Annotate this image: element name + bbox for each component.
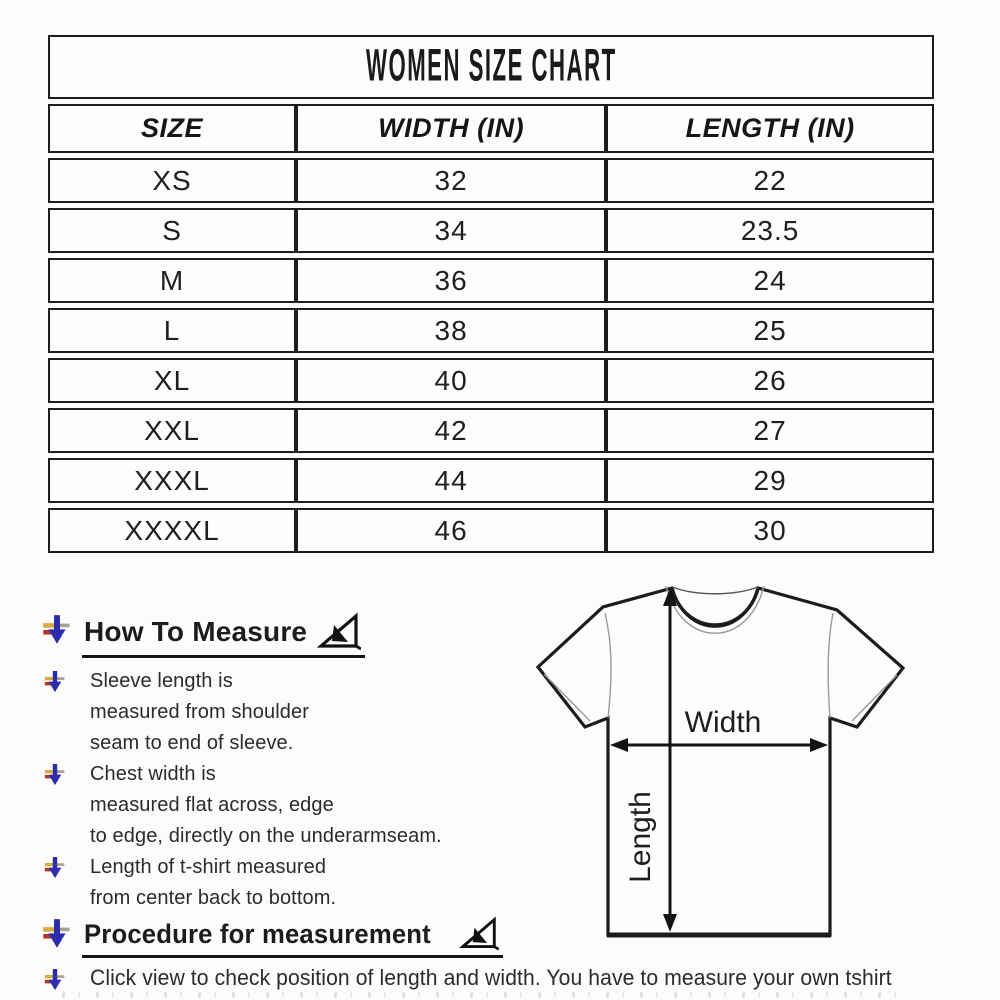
hint-text: seam to end of sleeve. xyxy=(90,732,294,754)
size-cell: S xyxy=(48,208,297,253)
column-header-length: LENGTH (IN) xyxy=(606,104,934,153)
hint-text: Length of t-shirt measured xyxy=(90,856,327,878)
table-row: XS 32 22 xyxy=(48,158,934,203)
list-item: Length of t-shirt measured from center b… xyxy=(42,852,542,914)
table-header-row: SIZE WIDTH (IN) LENGTH (IN) xyxy=(48,104,934,153)
right-armhole-seam xyxy=(827,612,834,719)
right-cuff-seam xyxy=(851,674,898,722)
down-arrow-bullet-icon xyxy=(44,857,65,879)
left-cuff-seam xyxy=(543,673,591,722)
table-row: XXXXL 46 30 xyxy=(48,508,934,553)
width-cell: 40 xyxy=(296,358,607,403)
size-cell: XS xyxy=(48,158,297,203)
hint-text: measured flat across, edge xyxy=(90,794,334,816)
width-cell: 44 xyxy=(296,458,607,503)
length-cell: 22 xyxy=(606,158,934,203)
size-cell: XL xyxy=(48,358,297,403)
table-row: L 38 25 xyxy=(48,308,934,353)
procedure-section: Procedure for measurement Click view to … xyxy=(42,916,992,992)
down-arrow-bullet-icon xyxy=(44,764,65,786)
column-header-size: SIZE xyxy=(48,104,297,153)
hint-text: Click view to check position of length a… xyxy=(90,965,892,990)
size-cell: L xyxy=(48,308,297,353)
width-cell: 34 xyxy=(296,208,607,253)
cutoff-text-remnant xyxy=(62,992,902,998)
list-item: Sleeve length is measured from shoulder … xyxy=(42,666,542,759)
width-cell: 46 xyxy=(296,508,607,553)
down-arrow-bullet-icon xyxy=(44,969,65,991)
size-cell: XXXL xyxy=(48,458,297,503)
length-label: Length xyxy=(624,791,657,883)
procedure-heading-underline: Procedure for measurement xyxy=(82,916,504,958)
triangle-cursor-icon xyxy=(459,916,500,951)
size-cell: XXXXL xyxy=(48,508,297,553)
width-label: Width xyxy=(685,706,762,739)
length-cell: 26 xyxy=(606,358,934,403)
hint-text: to edge, directly on the underarmseam. xyxy=(90,825,442,847)
list-item: Chest width is measured flat across, edg… xyxy=(42,759,542,852)
how-to-measure-heading-row: How To Measure xyxy=(42,612,542,658)
down-arrow-bullet-icon xyxy=(44,671,65,693)
down-arrow-bullet-icon xyxy=(43,615,70,644)
how-to-measure-heading-underline: How To Measure xyxy=(82,612,366,658)
width-cell: 42 xyxy=(296,408,607,453)
procedure-items: Click view to check position of length a… xyxy=(42,964,992,992)
size-chart-table: WOMEN SIZE CHART SIZE WIDTH (IN) LENGTH … xyxy=(48,30,934,558)
procedure-heading: Procedure for measurement xyxy=(84,918,431,949)
width-cell: 32 xyxy=(296,158,607,203)
length-cell: 29 xyxy=(606,458,934,503)
table-row: S 34 23.5 xyxy=(48,208,934,253)
width-arrow xyxy=(610,738,828,752)
length-cell: 23.5 xyxy=(606,208,934,253)
size-chart-title-text: WOMEN SIZE CHART xyxy=(365,41,617,92)
hint-text: Chest width is xyxy=(90,763,216,785)
size-chart-title: WOMEN SIZE CHART xyxy=(48,35,934,99)
length-cell: 24 xyxy=(606,258,934,303)
size-cell: M xyxy=(48,258,297,303)
tshirt-outline xyxy=(535,586,906,937)
down-arrow-bullet-icon xyxy=(43,919,70,948)
width-cell: 38 xyxy=(296,308,607,353)
how-to-measure-heading: How To Measure xyxy=(84,616,308,647)
table-row: XXXL 44 29 xyxy=(48,458,934,503)
table-row: M 36 24 xyxy=(48,258,934,303)
how-to-measure-items: Sleeve length is measured from shoulder … xyxy=(42,666,542,914)
tshirt-measurement-diagram: Width Length xyxy=(535,585,906,938)
list-item: Click view to check position of length a… xyxy=(42,964,992,992)
triangle-cursor-icon xyxy=(317,612,362,651)
collar-front-line xyxy=(670,588,760,627)
length-arrow xyxy=(663,588,677,932)
length-cell: 30 xyxy=(606,508,934,553)
length-cell: 25 xyxy=(606,308,934,353)
table-row: XL 40 26 xyxy=(48,358,934,403)
table-title-row: WOMEN SIZE CHART xyxy=(48,35,934,99)
hint-text: measured from shoulder xyxy=(90,701,309,723)
hint-text: from center back to bottom. xyxy=(90,887,337,909)
back-neck-line xyxy=(671,586,759,595)
how-to-measure-section: How To Measure Sleeve length is measured… xyxy=(42,612,542,914)
table-row: XXL 42 27 xyxy=(48,408,934,453)
size-cell: XXL xyxy=(48,408,297,453)
procedure-heading-row: Procedure for measurement xyxy=(42,916,992,958)
length-cell: 27 xyxy=(606,408,934,453)
left-armhole-seam xyxy=(604,612,612,719)
width-cell: 36 xyxy=(296,258,607,303)
hint-text: Sleeve length is xyxy=(90,670,233,692)
column-header-width: WIDTH (IN) xyxy=(296,104,607,153)
